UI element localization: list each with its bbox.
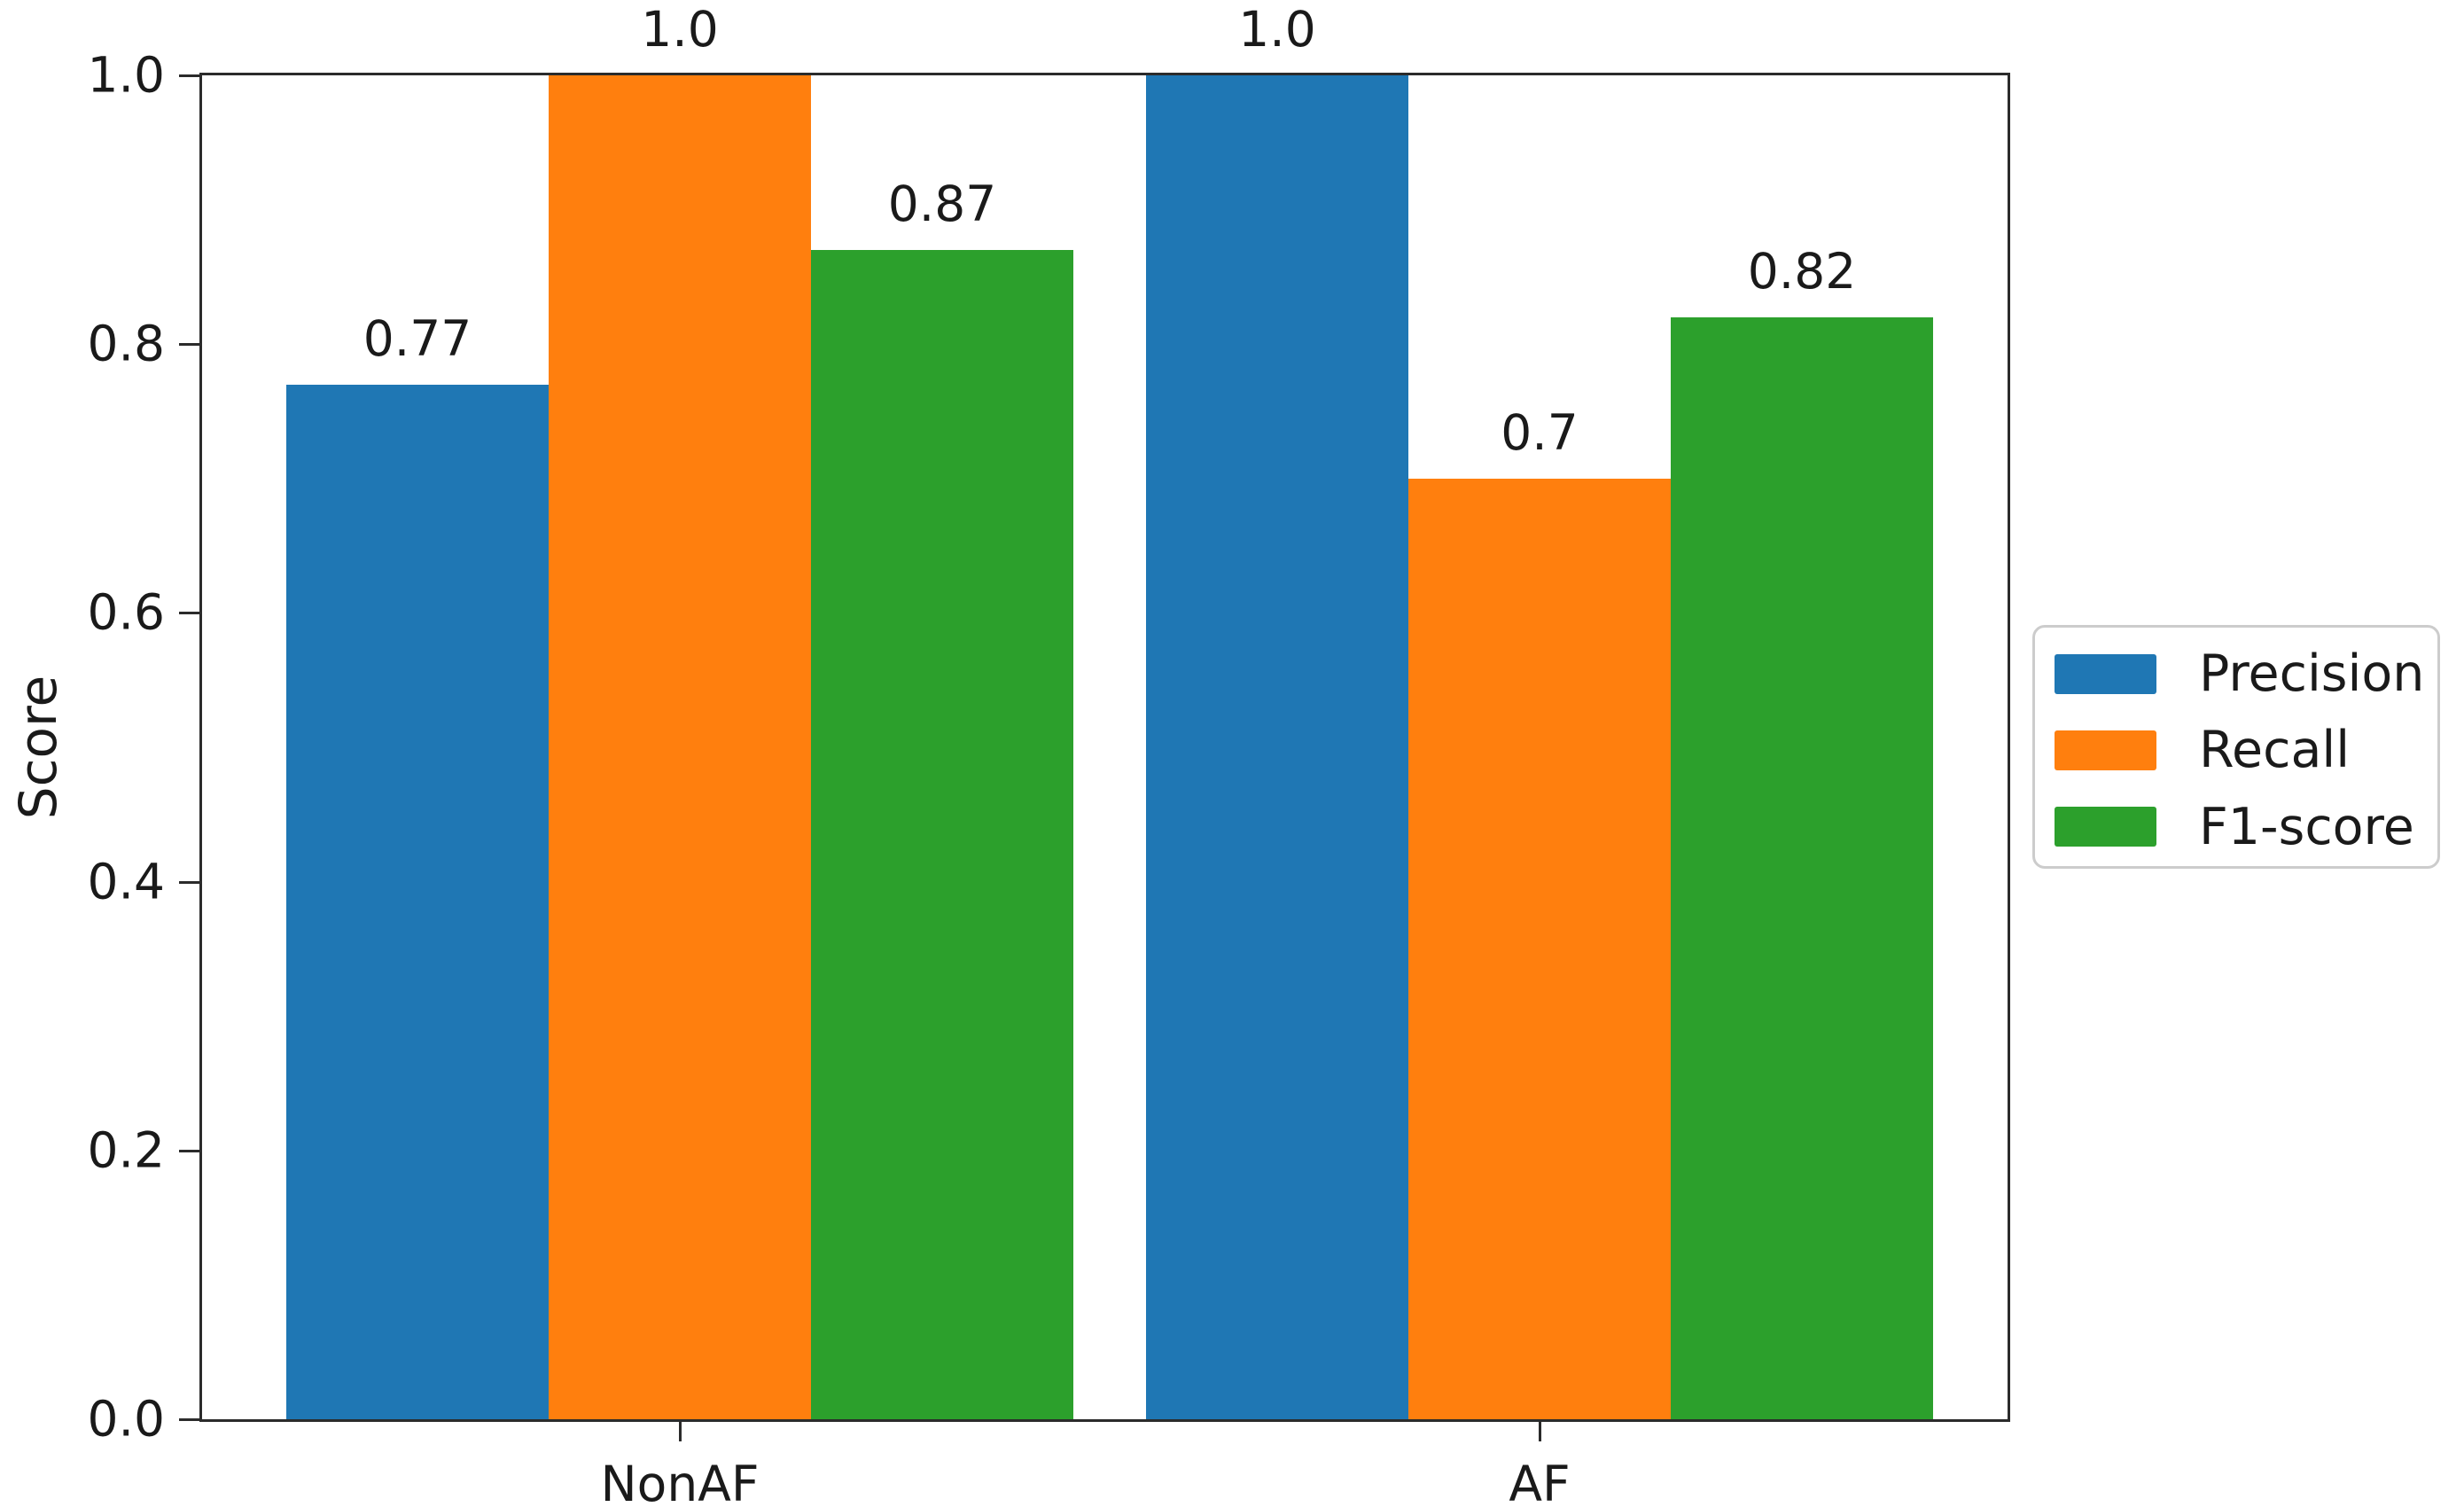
y-tick-label: 0.0 xyxy=(87,1390,165,1448)
bar-value-label-af-recall: 0.7 xyxy=(1501,404,1579,461)
y-tick-mark xyxy=(179,343,199,346)
y-tick-mark xyxy=(179,1150,199,1152)
legend-swatch-f1-score xyxy=(2055,807,2156,847)
legend-item-precision: Precision xyxy=(2055,644,2437,704)
y-tick-label: 0.2 xyxy=(87,1121,165,1179)
y-tick-mark xyxy=(179,612,199,614)
bar-af-precision xyxy=(1146,75,1408,1419)
legend-swatch-precision xyxy=(2055,653,2156,694)
legend-label-recall: Recall xyxy=(2199,721,2351,780)
bar-value-label-nonaf-precision: 0.77 xyxy=(363,310,472,367)
legend-item-f1-score: F1-score xyxy=(2055,797,2437,857)
bar-value-label-nonaf-recall: 1.0 xyxy=(641,1,719,58)
x-tick-mark xyxy=(1539,1422,1541,1441)
bar-nonaf-f1-score xyxy=(811,250,1073,1419)
legend-item-recall: Recall xyxy=(2055,720,2437,780)
legend: Precision Recall F1-score xyxy=(2032,625,2440,869)
bar-value-label-af-precision: 1.0 xyxy=(1238,1,1316,58)
bar-value-label-nonaf-f1-score: 0.87 xyxy=(887,176,997,232)
y-tick-label: 0.4 xyxy=(87,853,165,910)
y-tick-label: 0.6 xyxy=(87,583,165,641)
bar-af-recall xyxy=(1408,479,1671,1419)
legend-label-f1-score: F1-score xyxy=(2199,797,2414,856)
bar-nonaf-precision xyxy=(286,385,549,1419)
y-tick-label: 1.0 xyxy=(87,46,165,104)
x-tick-mark xyxy=(679,1422,682,1441)
x-tick-label-nonaf: NonAF xyxy=(600,1456,760,1507)
bar-value-label-af-f1-score: 0.82 xyxy=(1747,243,1857,300)
bar-nonaf-recall xyxy=(549,75,811,1419)
bar-af-f1-score xyxy=(1671,317,1933,1419)
y-tick-mark xyxy=(179,881,199,884)
y-axis-title: Score xyxy=(8,675,68,820)
legend-label-precision: Precision xyxy=(2199,644,2425,703)
y-tick-label: 0.8 xyxy=(87,315,165,372)
y-tick-mark xyxy=(179,1418,199,1421)
plot-area: Score 0.77 1.0 0.87 1.0 0.7 0.82 0.0 0.2 0.4 0.6… xyxy=(8,5,2010,1507)
legend-swatch-recall xyxy=(2055,730,2156,771)
y-tick-mark xyxy=(179,74,199,77)
x-tick-label-af: AF xyxy=(1509,1456,1571,1507)
